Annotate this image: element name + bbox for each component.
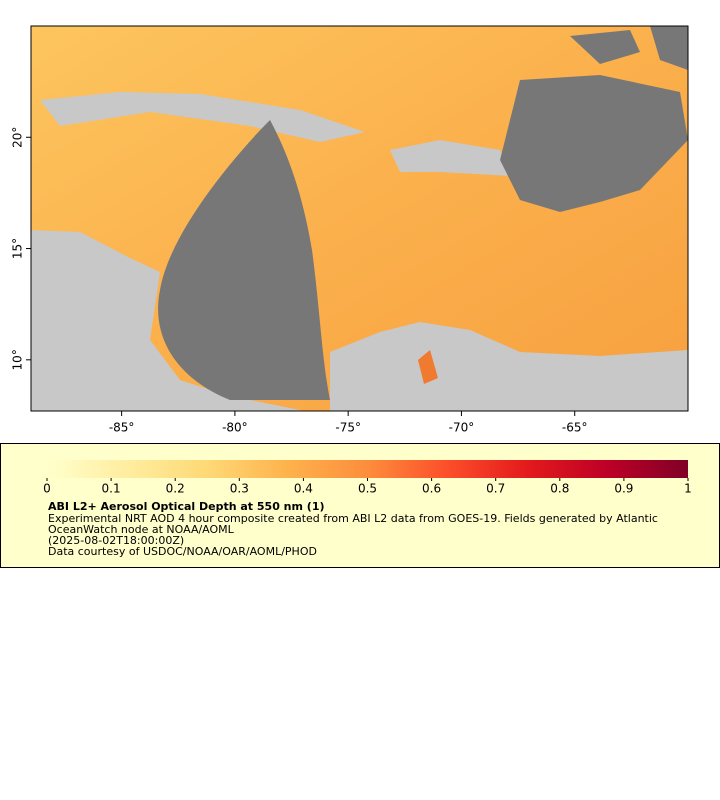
- y-tick-label: 15°: [11, 238, 25, 259]
- x-tick-label: -70°: [449, 421, 475, 435]
- land: [330, 322, 688, 411]
- colorbar-tick-label: 0.1: [102, 482, 121, 496]
- land: [40, 92, 365, 142]
- colorbar: [47, 460, 688, 478]
- legend-title: ABI L2+ Aerosol Optical Depth at 550 nm …: [48, 500, 325, 513]
- no-data: [500, 75, 688, 212]
- legend-line: (2025-08-02T18:00:00Z): [48, 534, 184, 547]
- no-data: [158, 120, 330, 400]
- colorbar-tick-label: 0.5: [358, 482, 377, 496]
- colorbar-tick-label: 0.9: [614, 482, 633, 496]
- y-tick-label: 10°: [11, 349, 25, 370]
- colorbar-tick-label: 0.8: [550, 482, 569, 496]
- colorbar-tick-label: 0.3: [230, 482, 249, 496]
- colorbar-tick-label: 0.7: [486, 482, 505, 496]
- x-tick-label: -65°: [562, 421, 588, 435]
- legend-line: Experimental NRT AOD 4 hour composite cr…: [48, 512, 658, 525]
- aod-field: [418, 350, 438, 384]
- colorbar-tick-label: 0.2: [166, 482, 185, 496]
- legend-line: OceanWatch node at NOAA/AOML: [48, 523, 235, 536]
- no-data: [570, 30, 640, 64]
- land: [390, 140, 512, 176]
- colorbar-tick-label: 0: [43, 482, 51, 496]
- no-data: [650, 26, 688, 70]
- map: [31, 26, 688, 411]
- land: [31, 230, 305, 411]
- y-tick-label: 20°: [11, 127, 25, 148]
- colorbar-tick-label: 1: [684, 482, 692, 496]
- map-frame: [30, 25, 689, 412]
- x-tick-label: -75°: [335, 421, 361, 435]
- colorbar-tick-label: 0.6: [422, 482, 441, 496]
- x-tick-label: -85°: [109, 421, 135, 435]
- legend-line: Data courtesy of USDOC/NOAA/OAR/AOML/PHO…: [48, 545, 317, 558]
- colorbar-tick-label: 0.4: [294, 482, 313, 496]
- x-tick-label: -80°: [222, 421, 248, 435]
